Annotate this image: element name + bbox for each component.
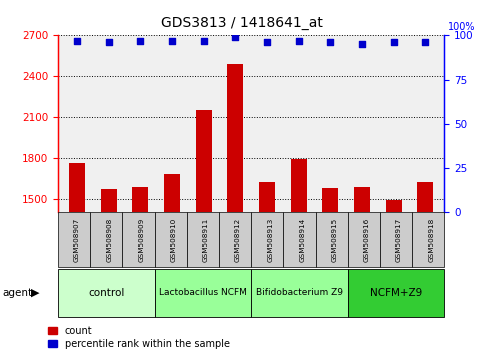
Text: GSM508916: GSM508916 xyxy=(364,218,370,262)
Text: ▶: ▶ xyxy=(30,288,39,298)
Text: GSM508918: GSM508918 xyxy=(428,218,434,262)
Legend: count, percentile rank within the sample: count, percentile rank within the sample xyxy=(48,326,230,349)
Text: Lactobacillus NCFM: Lactobacillus NCFM xyxy=(159,289,247,297)
Point xyxy=(358,41,366,47)
Text: GSM508912: GSM508912 xyxy=(235,218,241,262)
Text: GSM508913: GSM508913 xyxy=(267,218,273,262)
Bar xyxy=(196,110,212,354)
Point xyxy=(327,40,334,45)
Text: NCFM+Z9: NCFM+Z9 xyxy=(370,288,422,298)
Text: 100%: 100% xyxy=(448,22,476,32)
Bar xyxy=(132,187,148,354)
Text: GSM508915: GSM508915 xyxy=(332,218,338,262)
Point xyxy=(263,40,271,45)
Text: GSM508917: GSM508917 xyxy=(396,218,402,262)
Bar xyxy=(386,200,401,354)
Text: GSM508908: GSM508908 xyxy=(106,218,112,262)
Text: GSM508911: GSM508911 xyxy=(203,218,209,262)
Text: GSM508910: GSM508910 xyxy=(170,218,177,262)
Point xyxy=(105,40,113,45)
Bar xyxy=(417,182,433,354)
Bar xyxy=(227,64,243,354)
Point xyxy=(136,38,144,44)
Text: Bifidobacterium Z9: Bifidobacterium Z9 xyxy=(256,289,343,297)
Text: GSM508914: GSM508914 xyxy=(299,218,305,262)
Point xyxy=(422,40,429,45)
Point xyxy=(390,40,398,45)
Bar xyxy=(69,164,85,354)
Text: GDS3813 / 1418641_at: GDS3813 / 1418641_at xyxy=(160,16,323,30)
Bar xyxy=(291,159,307,354)
Bar xyxy=(354,187,370,354)
Text: GSM508909: GSM508909 xyxy=(139,218,144,262)
Point xyxy=(168,38,176,44)
Bar xyxy=(164,174,180,354)
Text: GSM508907: GSM508907 xyxy=(74,218,80,262)
Point xyxy=(200,38,208,44)
Point xyxy=(231,34,239,40)
Text: control: control xyxy=(88,288,125,298)
Point xyxy=(295,38,302,44)
Point xyxy=(73,38,81,44)
Bar xyxy=(323,188,338,354)
Bar xyxy=(259,182,275,354)
Bar xyxy=(101,189,116,354)
Text: agent: agent xyxy=(2,288,32,298)
